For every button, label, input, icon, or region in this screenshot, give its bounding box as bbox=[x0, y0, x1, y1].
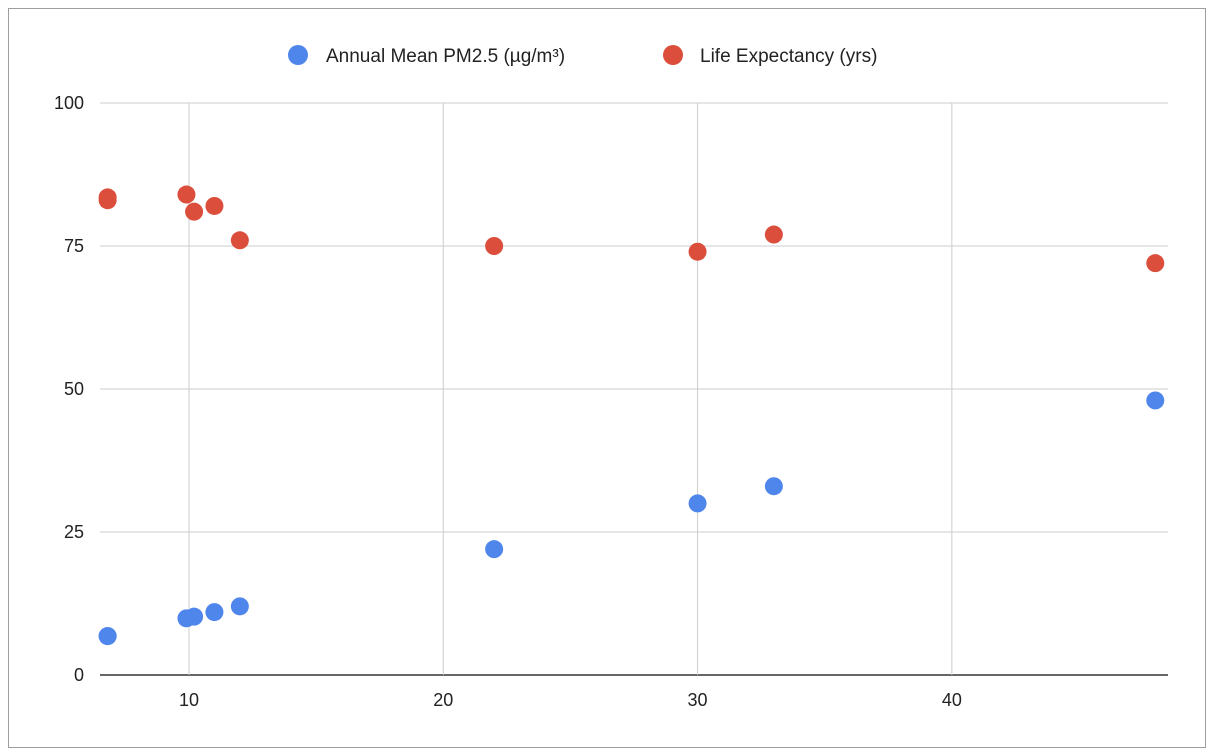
gridlines bbox=[100, 102, 1168, 676]
y-tick-label: 100 bbox=[54, 93, 84, 113]
life-expectancy-point bbox=[688, 242, 707, 261]
data-points bbox=[98, 185, 1165, 646]
life-expectancy-point bbox=[185, 202, 204, 221]
pm25-point bbox=[764, 477, 783, 496]
life-expectancy-point bbox=[205, 196, 224, 215]
pm25-point bbox=[185, 607, 204, 626]
y-tick-label: 25 bbox=[64, 522, 84, 542]
legend-label-life-expectancy: Life Expectancy (yrs) bbox=[700, 46, 877, 67]
pm25-point bbox=[1146, 391, 1165, 410]
y-tick-label: 0 bbox=[74, 665, 84, 685]
pm25-point bbox=[230, 597, 249, 616]
life-expectancy-point bbox=[98, 191, 117, 210]
chart-frame bbox=[8, 8, 1206, 748]
x-tick-label: 20 bbox=[433, 690, 453, 710]
x-tick-label: 10 bbox=[179, 690, 199, 710]
legend-marker-pm25 bbox=[288, 45, 308, 65]
life-expectancy-point bbox=[485, 237, 504, 255]
life-expectancy-point bbox=[764, 225, 783, 244]
legend-marker-life-expectancy bbox=[663, 45, 683, 65]
x-tick-label: 40 bbox=[942, 690, 962, 710]
pm25-point bbox=[205, 603, 224, 622]
life-expectancy-point bbox=[177, 185, 196, 204]
pm25-point bbox=[98, 627, 117, 646]
y-tick-label: 50 bbox=[64, 379, 84, 399]
x-tick-label: 30 bbox=[688, 690, 708, 710]
legend-label-pm25: Annual Mean PM2.5 (µg/m³) bbox=[326, 46, 565, 67]
life-expectancy-point bbox=[230, 231, 249, 250]
y-tick-label: 75 bbox=[64, 236, 84, 256]
legend: Annual Mean PM2.5 (µg/m³) Life Expectanc… bbox=[288, 45, 877, 67]
tick-labels: 0 25 50 75 100 10 20 30 40 bbox=[54, 93, 962, 710]
pm25-point bbox=[485, 540, 504, 559]
pm25-point bbox=[688, 494, 707, 513]
life-expectancy-point bbox=[1146, 254, 1165, 273]
